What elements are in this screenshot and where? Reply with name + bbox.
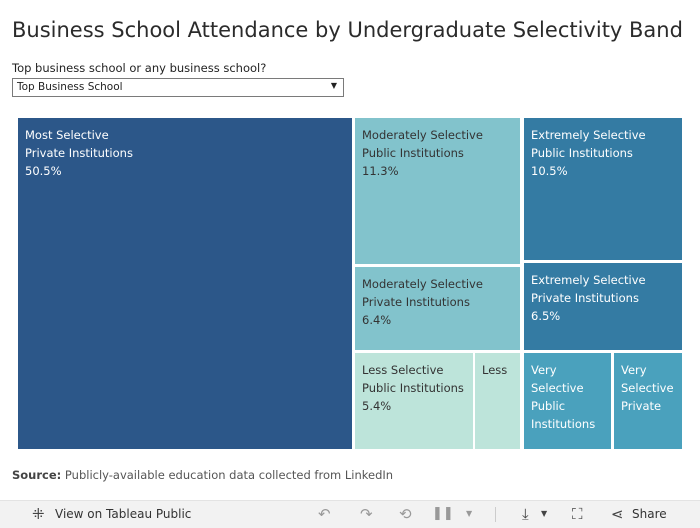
treemap-cell[interactable]: Most Selective Private Institutions 50.5% xyxy=(18,118,352,449)
source-note: Source: Publicly-available education dat… xyxy=(12,468,393,482)
treemap-cell-label: Extremely Selective xyxy=(531,273,646,287)
download-icon[interactable]: ⤓ xyxy=(522,505,529,523)
treemap-cell-label: Private Institutions xyxy=(362,295,470,309)
treemap-cell-label: Private Institutions xyxy=(531,291,639,305)
treemap-cell-value: 50.5% xyxy=(25,164,62,178)
treemap-cell-label: Public Institutions xyxy=(362,381,464,395)
source-prefix: Source: xyxy=(12,468,62,482)
revert-icon[interactable]: ⟲ xyxy=(399,505,412,523)
treemap-cell-value: 6.4% xyxy=(362,313,392,327)
toolbar-separator xyxy=(495,507,496,522)
treemap-cell-label: Institutions xyxy=(531,417,596,431)
treemap-cell-label: Selective xyxy=(531,381,584,395)
treemap-cell[interactable]: Very Selective Private xyxy=(614,353,682,449)
treemap-cell-label: Less xyxy=(482,363,508,377)
treemap-cell-label: Most Selective xyxy=(25,128,109,142)
redo-icon[interactable]: ↷ xyxy=(360,505,373,523)
treemap-cell[interactable]: Very Selective Public Institutions xyxy=(524,353,611,449)
treemap-cell-label: Moderately Selective xyxy=(362,277,483,291)
treemap-cell-label: Public xyxy=(531,399,566,413)
share-icon[interactable]: ⋖ xyxy=(611,505,624,523)
pause-dropdown-icon[interactable]: ▼ xyxy=(466,509,473,518)
treemap-cell-label: Very xyxy=(621,363,647,377)
pause-icon[interactable]: ❚❚ xyxy=(432,506,454,521)
source-text: Publicly-available education data collec… xyxy=(64,468,394,482)
treemap-cell-label: Private Institutions xyxy=(25,146,133,160)
download-dropdown-icon[interactable]: ▼ xyxy=(541,509,548,518)
treemap-cell[interactable]: Less xyxy=(475,353,520,449)
view-on-tableau-link[interactable]: View on Tableau Public xyxy=(55,507,192,521)
treemap-cell[interactable]: Moderately Selective Public Institutions 1… xyxy=(355,118,520,264)
share-button[interactable]: Share xyxy=(632,507,667,521)
treemap-cell-label: Less Selective xyxy=(362,363,444,377)
treemap-cell[interactable]: Less Selective Public Institutions 5.4% xyxy=(355,353,473,449)
dropdown-selected-value: Top Business School xyxy=(17,81,123,93)
treemap-cell-label: Extremely Selective xyxy=(531,128,646,142)
treemap-cell[interactable]: Moderately Selective Private Institutions… xyxy=(355,267,520,350)
treemap-cell-value: 5.4% xyxy=(362,399,392,413)
treemap-cell-label: Public Institutions xyxy=(531,146,633,160)
treemap-cell-label: Private xyxy=(621,399,662,413)
treemap-cell[interactable]: Extremely Selective Private Institutions 6… xyxy=(524,263,682,350)
treemap-cell-value: 11.3% xyxy=(362,164,399,178)
treemap-cell-value: 10.5% xyxy=(531,164,568,178)
filter-label: Top business school or any business scho… xyxy=(12,61,267,75)
dropdown-arrow-icon[interactable]: ▼ xyxy=(330,81,337,90)
undo-icon[interactable]: ↶ xyxy=(318,505,331,523)
treemap-cell-value: 6.5% xyxy=(531,309,561,323)
fullscreen-icon[interactable]: ⛶ xyxy=(572,505,583,523)
treemap-cell[interactable]: Extremely Selective Public Institutions 10… xyxy=(524,118,682,260)
treemap-cell-label: Very xyxy=(531,363,557,377)
treemap-cell-label: Selective xyxy=(621,381,674,395)
chart-title: Business School Attendance by Undergradu… xyxy=(12,18,683,42)
tableau-toolbar: ⁜ View on Tableau Public ↶ ↷ ⟲ ❚❚ ▼ ⤓ ▼ … xyxy=(0,500,700,528)
tableau-logo-icon: ⁜ xyxy=(32,505,45,523)
business-school-filter-dropdown[interactable]: Top Business School ▼ xyxy=(12,78,344,97)
treemap-cell-label: Moderately Selective xyxy=(362,128,483,142)
treemap-cell-label: Public Institutions xyxy=(362,146,464,160)
